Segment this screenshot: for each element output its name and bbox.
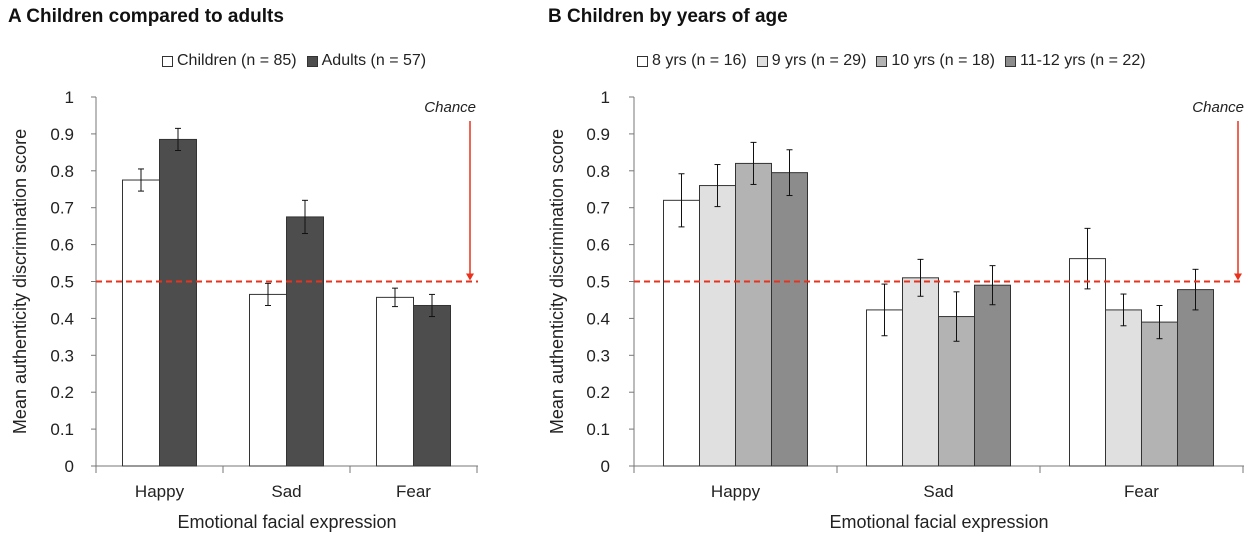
legend-swatch-children <box>162 55 173 67</box>
y-axis-title-b: Mean authenticity discrimination score <box>547 129 567 434</box>
legend-item-adults: Adults (n = 57) <box>306 52 427 70</box>
legend-item-8yrs: 8 yrs (n = 16) <box>637 52 747 70</box>
bar-a-2-0 <box>376 296 414 467</box>
y-tick-label-a: 0.4 <box>50 309 74 328</box>
chance-label-b: Chance <box>1192 99 1244 116</box>
legend-label-10yrs: 10 yrs (n = 18) <box>891 52 996 69</box>
x-tick-label-b-1: Sad <box>923 482 953 501</box>
legend-label-11-12yrs: 11-12 yrs (n = 22) <box>1020 52 1146 69</box>
x-tick-label-b-2: Fear <box>1124 482 1159 501</box>
y-tick-label-b: 1 <box>601 88 610 107</box>
chance-arrowhead-b <box>1234 273 1242 281</box>
legend-a: Children (n = 85) Adults (n = 57) <box>162 52 426 70</box>
y-tick-label-b: 0.4 <box>586 309 610 328</box>
legend-swatch-8yrs <box>637 55 648 67</box>
y-tick-label-a: 0.7 <box>50 199 74 218</box>
chart-a: 0 0.1 0.2 0.3 0.4 0.5 0.6 0.7 0.8 0.9 1 Happy Sad Fea… <box>10 88 478 532</box>
legend-item-10yrs: 10 yrs (n = 18) <box>876 52 995 70</box>
legend-b: 8 yrs (n = 16) 9 yrs (n = 29) 10 yrs (n … <box>637 52 1146 70</box>
x-tick-label-a-0: Happy <box>135 482 185 501</box>
legend-label-9yrs: 9 yrs (n = 29) <box>771 52 867 69</box>
bar-b-2-3 <box>1177 289 1214 467</box>
bar-a-0-1 <box>159 138 197 467</box>
legend-item-11-12yrs: 11-12 yrs (n = 22) <box>1005 52 1146 70</box>
bar-b-0-2 <box>735 162 772 467</box>
legend-swatch-11-12yrs <box>1005 55 1017 67</box>
bar-b-0-1 <box>699 185 736 467</box>
panel-b-title: B Children by years of age <box>548 6 788 27</box>
y-tick-label-b: 0.3 <box>586 346 610 365</box>
chance-arrowhead-a <box>466 273 474 281</box>
x-tick-label-b-0: Happy <box>711 482 761 501</box>
y-tick-label-b: 0.6 <box>586 236 610 255</box>
y-tick-label-a: 0.8 <box>50 162 74 181</box>
y-tick-label-a: 0 <box>65 457 74 476</box>
bar-b-1-3 <box>974 284 1011 467</box>
bar-b-0-0 <box>663 199 700 467</box>
legend-swatch-10yrs <box>876 55 888 67</box>
y-tick-label-b: 0.8 <box>586 162 610 181</box>
y-tick-label-b: 0.2 <box>586 383 610 402</box>
y-axis-title-a: Mean authenticity discrimination score <box>10 129 30 434</box>
legend-item-9yrs: 9 yrs (n = 29) <box>756 52 867 70</box>
x-tick-label-a-1: Sad <box>271 482 301 501</box>
bar-a-0-0 <box>122 179 160 467</box>
y-tick-label-a: 0.6 <box>50 236 74 255</box>
y-tick-label-b: 0.5 <box>586 273 610 292</box>
y-tick-label-a: 1 <box>65 88 74 107</box>
legend-swatch-adults <box>306 55 318 67</box>
legend-label-children: Children (n = 85) <box>177 52 297 69</box>
bar-b-1-1 <box>902 277 939 467</box>
x-axis-title-b: Emotional facial expression <box>829 512 1048 532</box>
y-tick-label-a: 0.2 <box>50 383 74 402</box>
legend-item-children: Children (n = 85) <box>162 52 297 70</box>
bar-b-2-2 <box>1141 321 1178 467</box>
y-tick-label-b: 0.1 <box>586 420 610 439</box>
y-tick-label-b: 0.7 <box>586 199 610 218</box>
bar-b-0-3 <box>771 172 808 467</box>
chance-label-a: Chance <box>424 99 476 116</box>
bar-a-1-1 <box>286 216 324 467</box>
bar-b-2-0 <box>1069 258 1106 467</box>
bar-a-1-0 <box>249 293 287 467</box>
legend-label-adults: Adults (n = 57) <box>321 52 427 69</box>
y-tick-label-b: 0 <box>601 457 610 476</box>
legend-swatch-9yrs <box>756 55 768 67</box>
x-tick-label-a-2: Fear <box>396 482 431 501</box>
y-tick-label-b: 0.9 <box>586 125 610 144</box>
bar-a-2-1 <box>413 304 451 467</box>
y-tick-label-a: 0.3 <box>50 346 74 365</box>
bar-b-2-1 <box>1105 309 1142 467</box>
chart-b: 0 0.1 0.2 0.3 0.4 0.5 0.6 0.7 0.8 0.9 1 Happy Sad Fea… <box>547 88 1244 532</box>
x-axis-title-a: Emotional facial expression <box>177 512 396 532</box>
y-tick-label-a: 0.1 <box>50 420 74 439</box>
y-tick-label-a: 0.5 <box>50 273 74 292</box>
panel-a-title: A Children compared to adults <box>8 6 284 27</box>
legend-label-8yrs: 8 yrs (n = 16) <box>652 52 747 69</box>
y-tick-label-a: 0.9 <box>50 125 74 144</box>
